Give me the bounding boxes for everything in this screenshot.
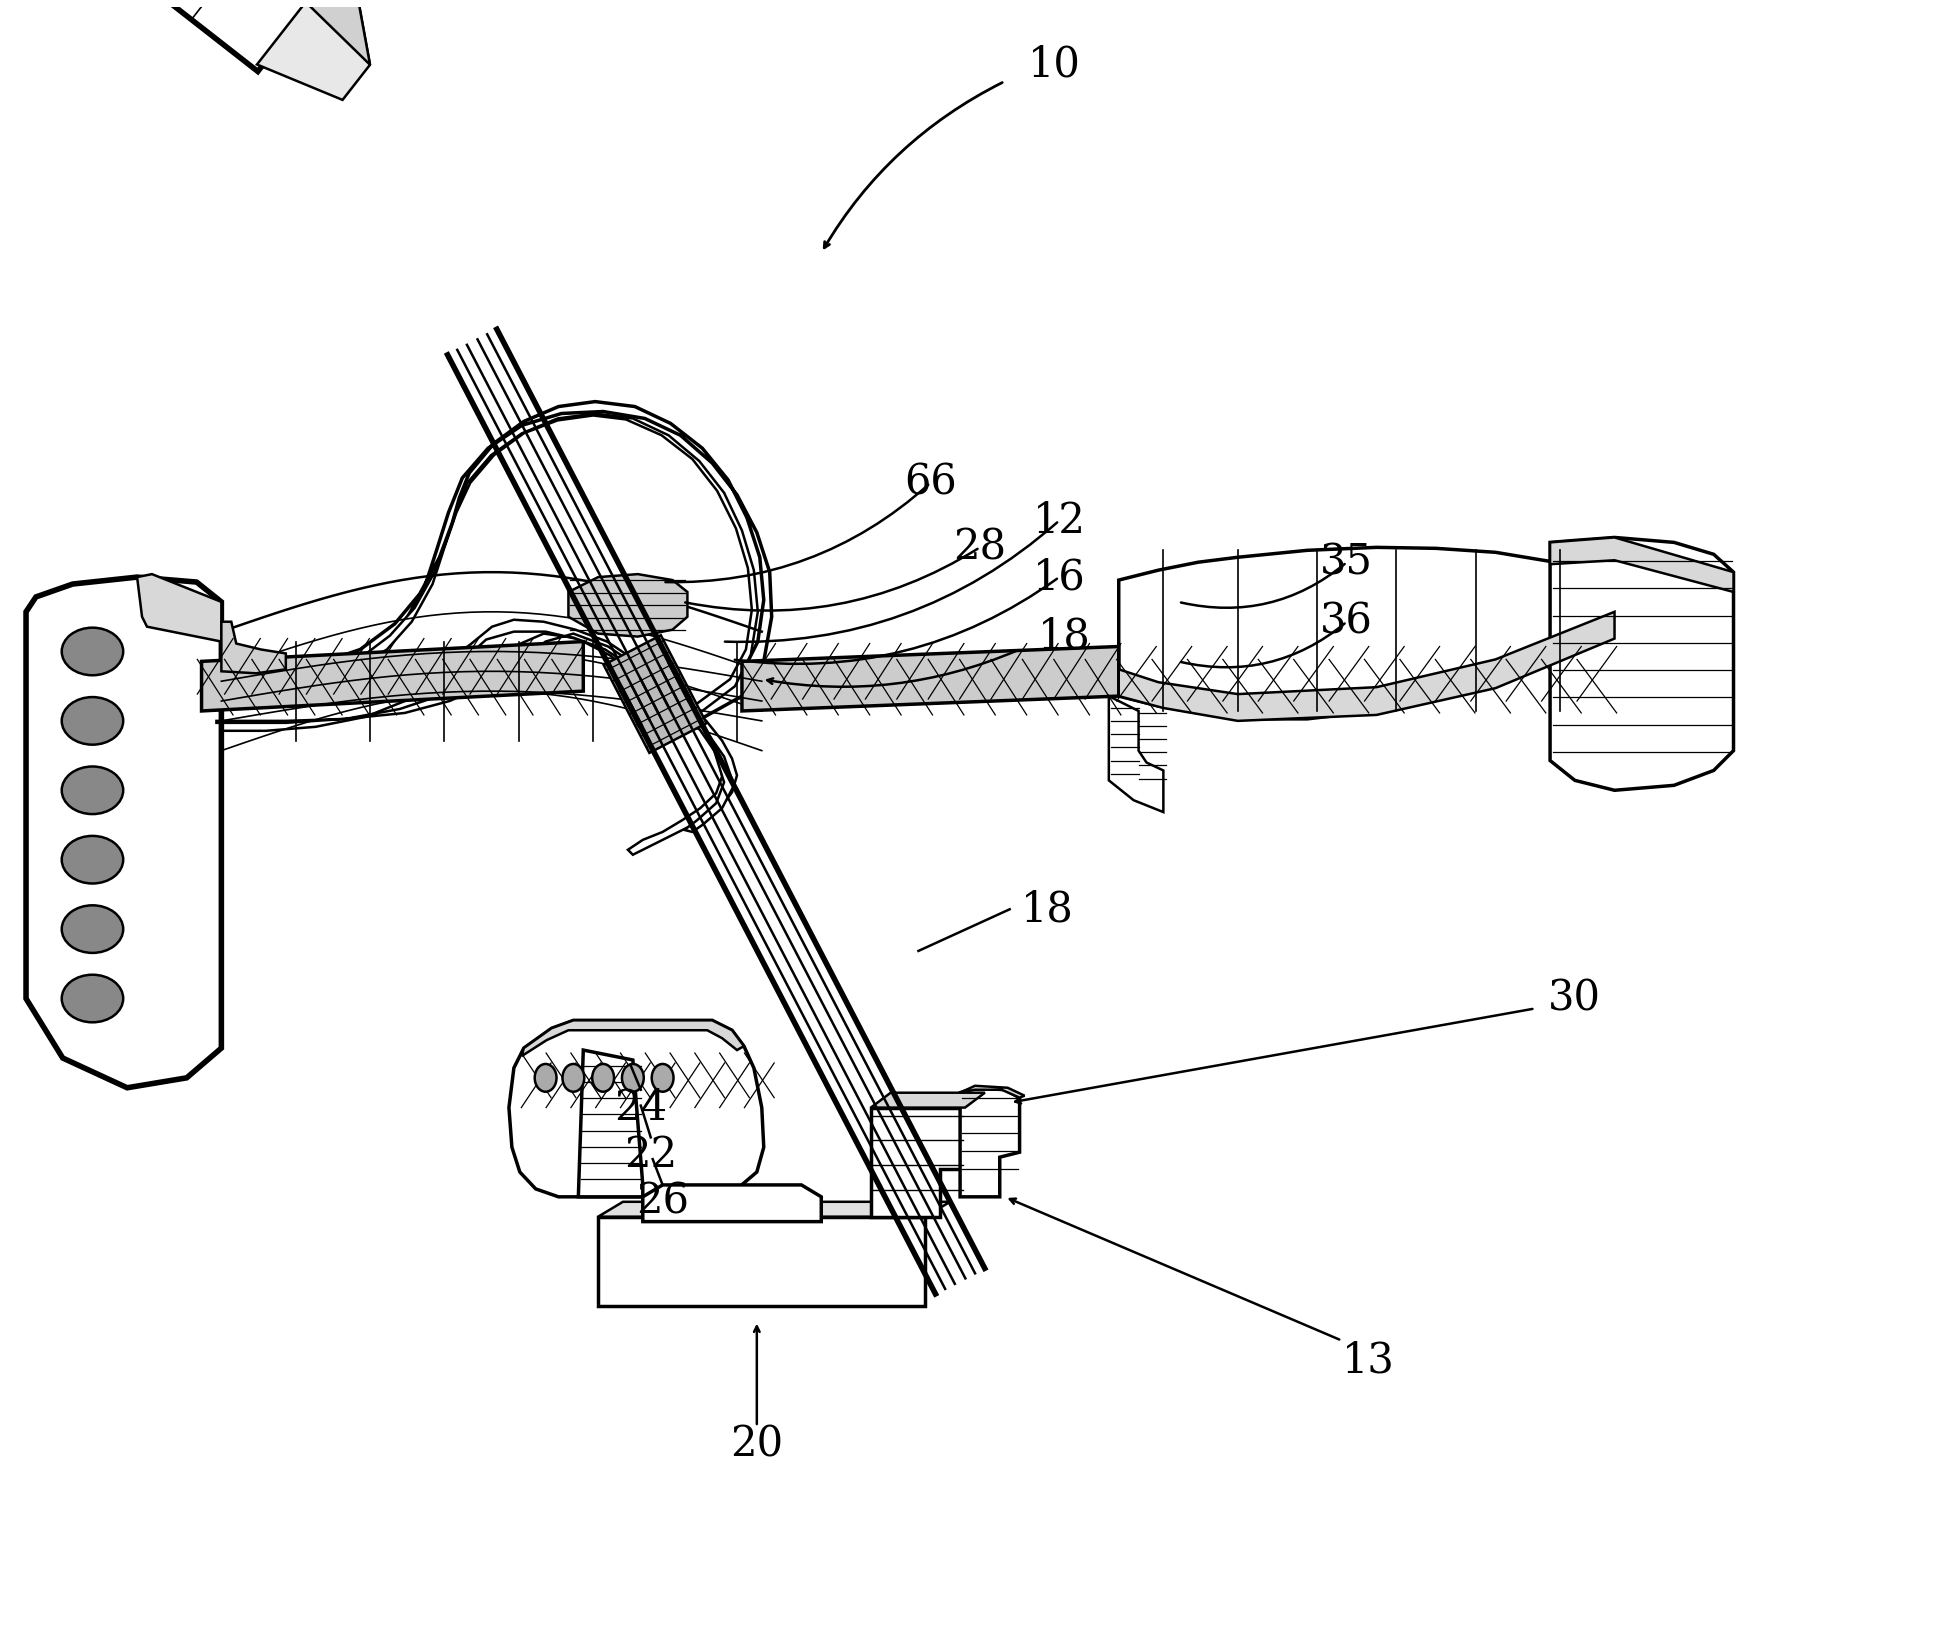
Ellipse shape <box>62 628 122 676</box>
Polygon shape <box>569 574 687 636</box>
Polygon shape <box>256 0 371 101</box>
Text: 18: 18 <box>1021 888 1074 929</box>
Text: 30: 30 <box>1548 977 1602 1020</box>
Polygon shape <box>1550 537 1734 592</box>
Polygon shape <box>959 1086 1025 1098</box>
Polygon shape <box>870 1093 985 1107</box>
Polygon shape <box>870 1107 965 1216</box>
Text: 28: 28 <box>954 526 1006 569</box>
Polygon shape <box>0 0 377 71</box>
Ellipse shape <box>592 1065 614 1091</box>
Polygon shape <box>598 1201 950 1216</box>
Text: 18: 18 <box>1037 616 1091 658</box>
Text: 66: 66 <box>903 461 957 504</box>
Polygon shape <box>643 1185 821 1221</box>
Ellipse shape <box>62 836 122 883</box>
Text: 36: 36 <box>1321 602 1373 643</box>
Polygon shape <box>221 621 285 674</box>
Text: 16: 16 <box>1033 555 1086 598</box>
Polygon shape <box>1109 695 1163 812</box>
Polygon shape <box>1550 537 1734 791</box>
Polygon shape <box>1119 611 1614 720</box>
Text: 13: 13 <box>1342 1340 1394 1381</box>
Polygon shape <box>202 641 583 710</box>
Ellipse shape <box>534 1065 557 1091</box>
Text: 35: 35 <box>1321 541 1373 583</box>
Ellipse shape <box>62 697 122 745</box>
Text: 12: 12 <box>1033 499 1086 542</box>
Ellipse shape <box>62 905 122 953</box>
Polygon shape <box>25 577 221 1088</box>
Polygon shape <box>509 1020 763 1196</box>
Polygon shape <box>216 620 736 855</box>
Ellipse shape <box>62 974 122 1022</box>
Polygon shape <box>522 1020 744 1056</box>
Ellipse shape <box>563 1065 585 1091</box>
Text: 20: 20 <box>730 1424 783 1465</box>
Polygon shape <box>959 1088 1020 1196</box>
Text: 26: 26 <box>637 1180 689 1223</box>
Text: 10: 10 <box>1027 43 1082 86</box>
Polygon shape <box>604 634 707 753</box>
Polygon shape <box>598 1216 926 1305</box>
Polygon shape <box>579 1050 643 1196</box>
Text: 22: 22 <box>623 1134 678 1177</box>
Polygon shape <box>138 574 221 641</box>
Polygon shape <box>221 414 757 710</box>
Polygon shape <box>216 633 734 832</box>
Ellipse shape <box>621 1065 645 1091</box>
Polygon shape <box>25 577 221 1088</box>
Ellipse shape <box>62 766 122 814</box>
Polygon shape <box>221 402 771 720</box>
Ellipse shape <box>653 1065 674 1091</box>
Polygon shape <box>109 0 371 64</box>
Polygon shape <box>1119 547 1614 719</box>
Text: 24: 24 <box>614 1086 668 1129</box>
Polygon shape <box>742 646 1119 710</box>
